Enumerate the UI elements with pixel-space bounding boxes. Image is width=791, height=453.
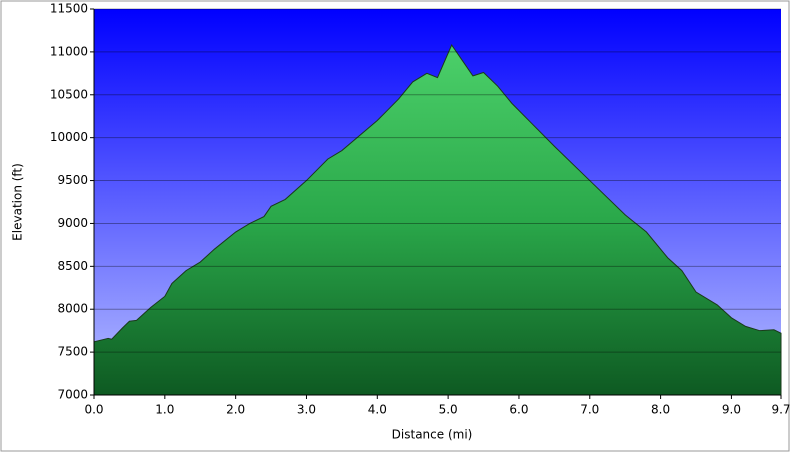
y-tick-label: 10000 xyxy=(50,130,88,144)
x-tick-label: 4.0 xyxy=(368,403,387,417)
x-tick-label: 9.0 xyxy=(722,403,741,417)
y-tick-label: 7500 xyxy=(57,345,88,359)
y-tick-label: 11500 xyxy=(50,2,88,16)
x-tick-label: 8.0 xyxy=(651,403,670,417)
y-tick-label: 9000 xyxy=(57,216,88,230)
x-tick-label: 0.0 xyxy=(84,403,103,417)
y-tick-label: 8000 xyxy=(57,302,88,316)
x-tick-label: 3.0 xyxy=(297,403,316,417)
x-tick-label: 9.7 xyxy=(771,403,790,417)
y-tick-label: 8500 xyxy=(57,259,88,273)
x-tick-label: 7.0 xyxy=(580,403,599,417)
y-tick-label: 9500 xyxy=(57,173,88,187)
elevation-area xyxy=(93,44,782,396)
y-tick-label: 10500 xyxy=(50,87,88,101)
x-tick-label: 6.0 xyxy=(509,403,528,417)
x-tick-label: 5.0 xyxy=(439,403,458,417)
y-tick-label: 11000 xyxy=(50,44,88,58)
y-tick-label: 7000 xyxy=(57,388,88,402)
x-axis-label: Distance (mi) xyxy=(392,428,473,442)
y-axis-label: Elevation (ft) xyxy=(11,163,25,241)
x-tick-label: 1.0 xyxy=(155,403,174,417)
x-tick-label: 2.0 xyxy=(226,403,245,417)
